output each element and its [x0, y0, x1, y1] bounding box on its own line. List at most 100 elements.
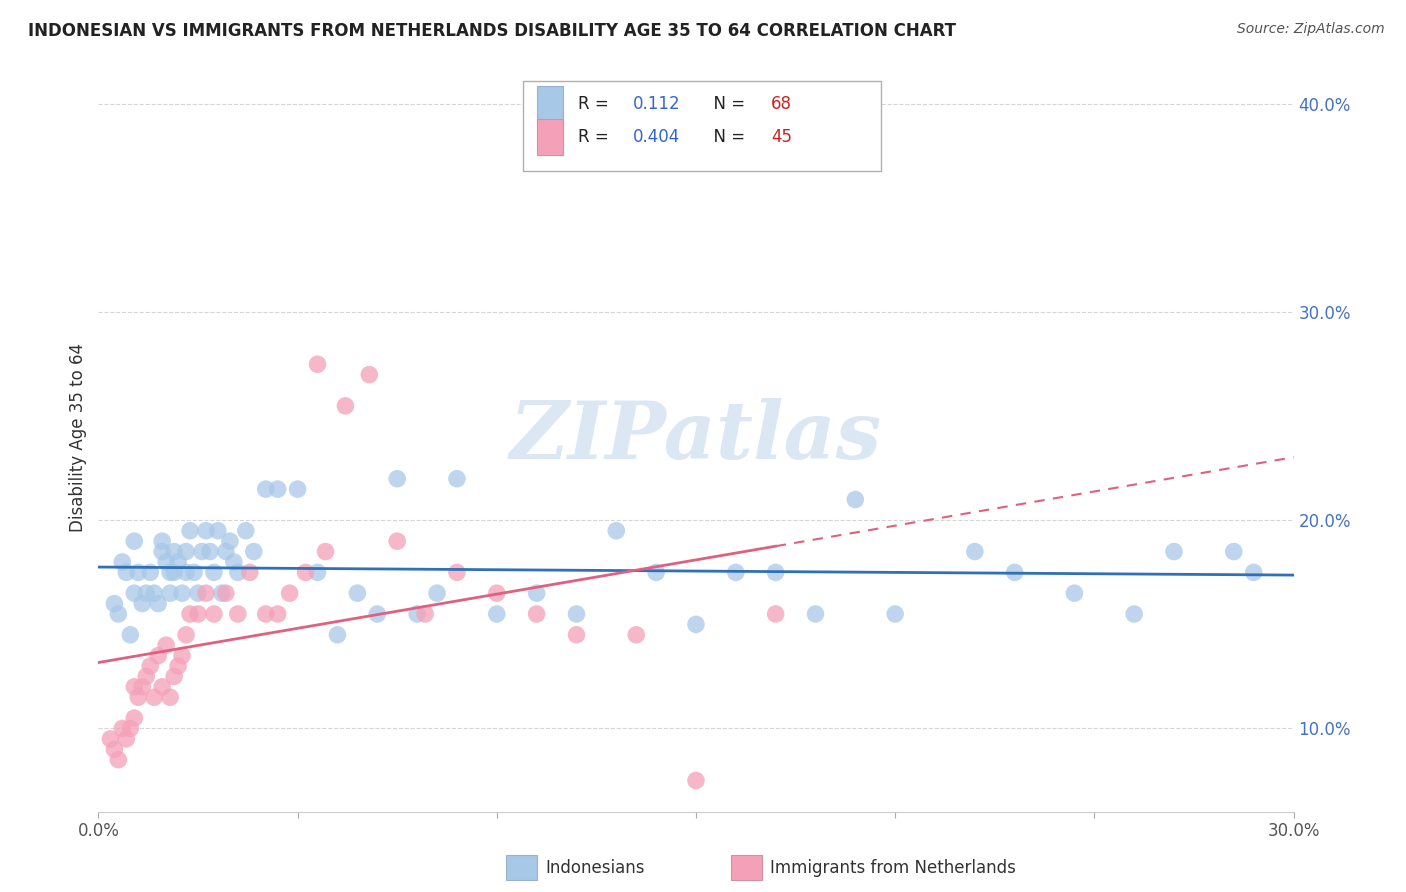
Point [485, 607, 508, 621]
Point [155, 638, 177, 652]
Point [215, 544, 238, 558]
Point [278, 586, 301, 600]
Point [111, 555, 134, 569]
Point [124, 534, 146, 549]
Point [120, 722, 142, 736]
Point [174, 544, 197, 558]
Point [135, 586, 157, 600]
Point [685, 773, 707, 788]
Point [1063, 586, 1085, 600]
Point [127, 690, 149, 705]
Point [187, 607, 209, 621]
Point [124, 586, 146, 600]
Point [626, 628, 648, 642]
Point [804, 607, 827, 621]
Point [413, 607, 436, 621]
Text: ZIPatlas: ZIPatlas [510, 399, 882, 475]
Point [315, 544, 337, 558]
Text: Immigrants from Netherlands: Immigrants from Netherlands [770, 859, 1017, 877]
Point [335, 399, 357, 413]
Point [143, 586, 166, 600]
Text: 0.404: 0.404 [633, 128, 681, 146]
Point [139, 659, 162, 673]
Text: INDONESIAN VS IMMIGRANTS FROM NETHERLANDS DISABILITY AGE 35 TO 64 CORRELATION CH: INDONESIAN VS IMMIGRANTS FROM NETHERLAND… [28, 22, 956, 40]
Point [98, 731, 122, 746]
Point [167, 555, 190, 569]
Point [159, 566, 181, 580]
Point [844, 492, 866, 507]
Point [1004, 566, 1026, 580]
Bar [537, 86, 564, 121]
Point [287, 482, 309, 496]
Point [183, 566, 205, 580]
Bar [537, 120, 564, 155]
Point [1223, 544, 1246, 558]
Point [103, 742, 125, 756]
Text: 45: 45 [772, 128, 792, 146]
FancyBboxPatch shape [523, 81, 882, 171]
Point [226, 566, 249, 580]
Point [131, 597, 153, 611]
Point [115, 731, 138, 746]
Point [235, 524, 257, 538]
Point [187, 586, 209, 600]
Point [243, 544, 266, 558]
Text: N =: N = [703, 128, 751, 146]
Point [202, 566, 225, 580]
Point [139, 566, 162, 580]
Point [103, 597, 125, 611]
Point [359, 368, 381, 382]
Point [195, 524, 218, 538]
Point [135, 669, 157, 683]
Point [307, 357, 329, 371]
Point [107, 607, 129, 621]
Point [143, 690, 166, 705]
Point [174, 628, 197, 642]
Point [191, 544, 214, 558]
Point [195, 586, 218, 600]
Point [963, 544, 986, 558]
Point [565, 607, 588, 621]
Point [526, 586, 548, 600]
Point [346, 586, 368, 600]
Point [565, 628, 588, 642]
Point [179, 607, 201, 621]
Point [724, 566, 747, 580]
Point [239, 566, 262, 580]
Point [426, 586, 449, 600]
Point [254, 607, 277, 621]
Point [294, 566, 316, 580]
Point [124, 680, 146, 694]
Point [446, 472, 468, 486]
Point [172, 586, 194, 600]
Text: 0.112: 0.112 [633, 95, 681, 112]
Point [150, 544, 173, 558]
Point [115, 566, 138, 580]
Text: N =: N = [703, 95, 751, 112]
Text: R =: R = [578, 128, 613, 146]
Point [222, 555, 245, 569]
Point [1163, 544, 1185, 558]
Point [159, 690, 181, 705]
Text: R =: R = [578, 95, 619, 112]
Point [765, 607, 787, 621]
Point [526, 607, 548, 621]
Point [167, 659, 190, 673]
Point [159, 586, 181, 600]
Point [406, 607, 429, 621]
Point [215, 586, 238, 600]
Point [254, 482, 277, 496]
Point [485, 586, 508, 600]
Point [127, 566, 149, 580]
Point [155, 555, 177, 569]
Point [765, 566, 787, 580]
Point [884, 607, 907, 621]
Text: Indonesians: Indonesians [546, 859, 645, 877]
Point [685, 617, 707, 632]
Point [120, 628, 142, 642]
Text: Source: ZipAtlas.com: Source: ZipAtlas.com [1237, 22, 1385, 37]
Point [198, 544, 221, 558]
Point [150, 680, 173, 694]
Y-axis label: Disability Age 35 to 64: Disability Age 35 to 64 [69, 343, 87, 532]
Point [131, 680, 153, 694]
